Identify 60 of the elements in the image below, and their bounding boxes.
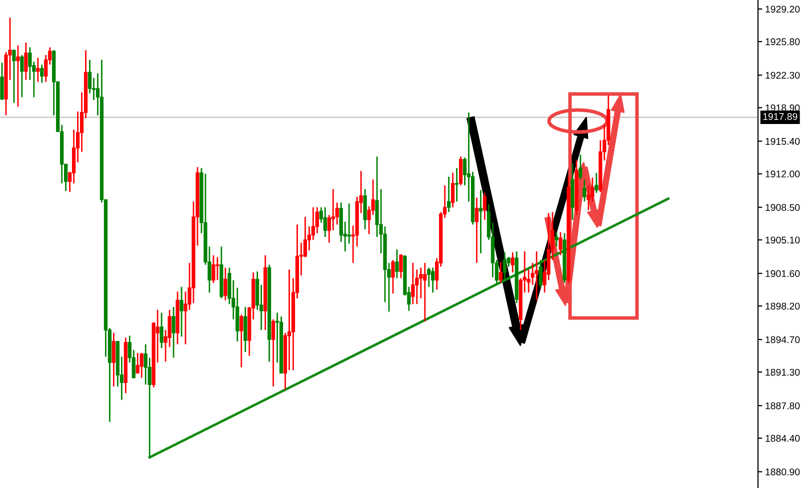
- y-tick-label: 1880.90: [766, 468, 800, 476]
- candlestick: [40, 64, 44, 84]
- candlestick: [502, 252, 506, 281]
- candlestick: [323, 206, 327, 238]
- y-tick-label: 1912.00: [766, 170, 800, 178]
- candlestick: [20, 54, 24, 98]
- candlestick: [458, 156, 463, 186]
- candlestick: [510, 252, 514, 274]
- candlestick: [0, 62, 4, 101]
- candlestick: [216, 256, 220, 281]
- candlestick: [24, 42, 28, 81]
- candlestick: [136, 352, 140, 374]
- candlestick: [180, 286, 184, 338]
- candlestick: [224, 266, 228, 301]
- candlestick: [447, 176, 451, 213]
- candlestick: [212, 254, 216, 284]
- y-tick-label: 1884.40: [766, 434, 800, 442]
- candlestick: [347, 202, 351, 244]
- candlestick: [431, 266, 435, 294]
- candlestick: [36, 57, 40, 83]
- candlestick: [594, 172, 598, 194]
- y-tick-label: 1908.50: [766, 204, 800, 211]
- candlestick: [578, 154, 582, 180]
- candlestick: [498, 261, 502, 284]
- candlestick: [423, 262, 427, 322]
- candlestick: [474, 197, 479, 264]
- candlestick: [482, 192, 487, 220]
- candlestick: [12, 50, 16, 104]
- candlestick: [478, 189, 483, 254]
- candlestick: [244, 306, 248, 353]
- candlestick: [411, 262, 415, 305]
- candlestick: [395, 248, 399, 279]
- candlestick: [554, 232, 558, 248]
- candlestick: [271, 318, 276, 388]
- candlestick: [112, 332, 116, 388]
- candlestick: [160, 312, 164, 349]
- candlestick: [558, 232, 562, 256]
- y-tick-label: 1891.30: [766, 368, 800, 376]
- y-tick-label: 1922.30: [766, 72, 800, 79]
- candlestick: [16, 44, 20, 108]
- y-tick-label: 1925.80: [766, 38, 800, 46]
- candlestick: [172, 306, 176, 358]
- y-tick-label: 1915.40: [766, 138, 800, 145]
- y-tick-label: 1929.20: [766, 6, 800, 13]
- candlestick: [240, 314, 244, 368]
- candlestick: [363, 188, 367, 230]
- candlestick: [391, 259, 395, 294]
- candlestick: [454, 167, 459, 202]
- candlestick: [450, 172, 455, 208]
- y-tick-label: 1894.70: [766, 336, 800, 344]
- candlestick: [399, 254, 403, 279]
- ref-line-label: 1917.89: [763, 113, 798, 120]
- y-tick-label: 1887.80: [766, 402, 800, 410]
- candlestick: [582, 178, 586, 202]
- y-tick-label: 1905.10: [766, 236, 800, 244]
- y-tick-label: 1901.60: [766, 270, 800, 278]
- y-tick-label: 1898.20: [766, 302, 800, 310]
- candlestick: [140, 352, 144, 379]
- candlestick: [534, 250, 538, 301]
- candlestick: [538, 259, 542, 288]
